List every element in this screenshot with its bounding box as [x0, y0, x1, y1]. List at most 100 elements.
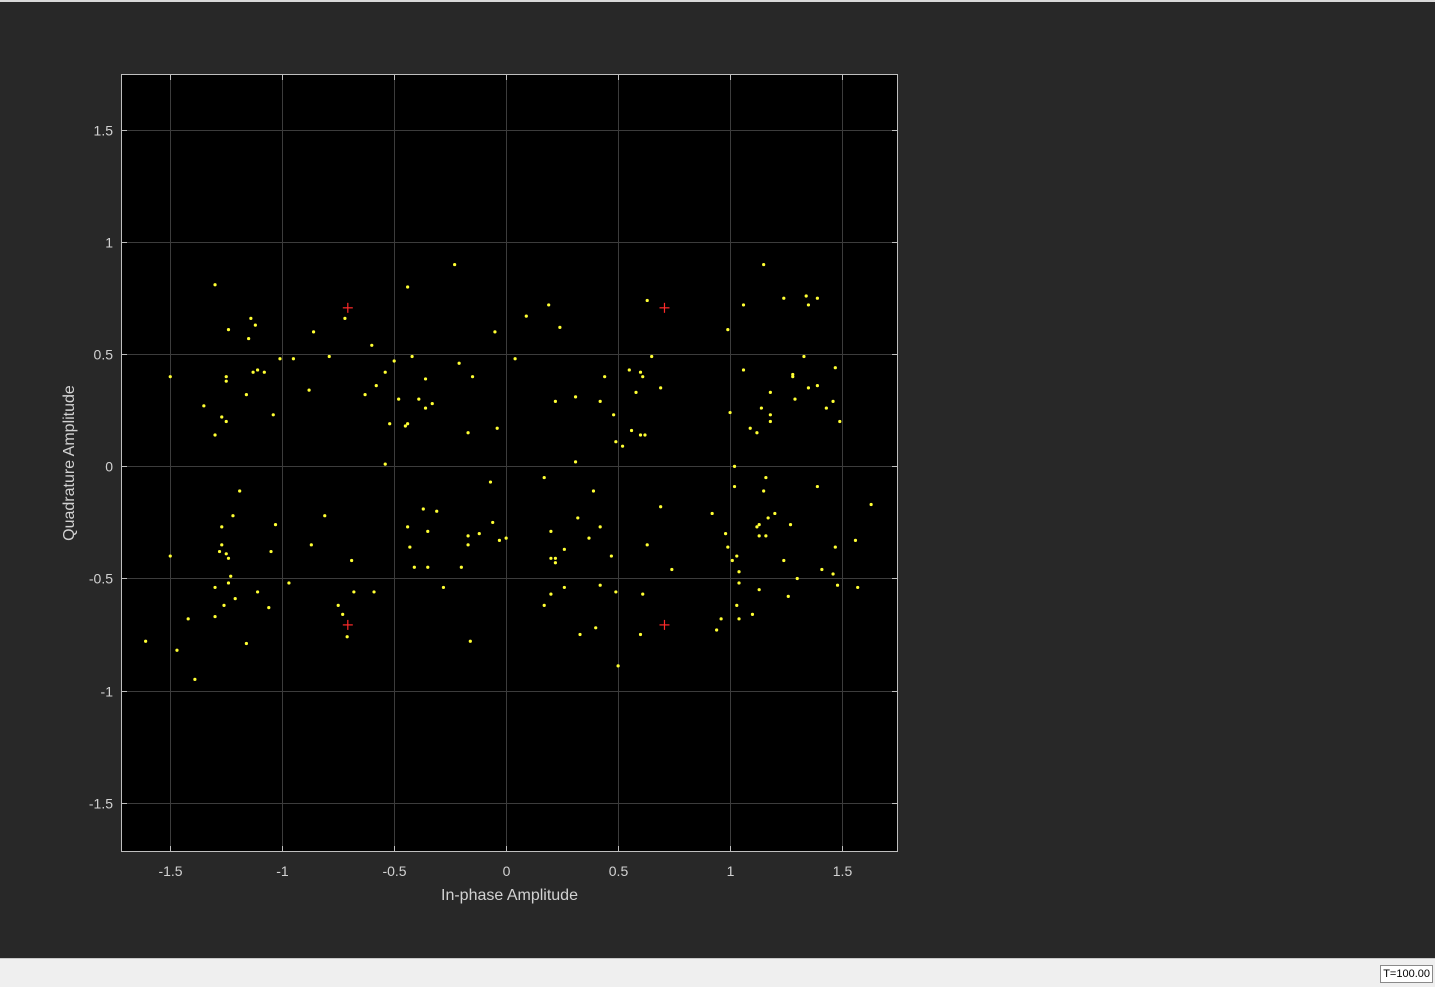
constellation-plot[interactable]: -1.5 -1 -0.5 0 0.5 1 1.5 -1.5 -1 -0.5 0 0.5 1 1.5 In… [0, 0, 1435, 958]
received-symbol-point [616, 664, 620, 668]
received-symbol-point [267, 606, 271, 610]
received-symbol-point [730, 558, 734, 563]
received-symbol-point [609, 554, 613, 558]
reference-constellation-point [342, 302, 353, 313]
received-symbol-point [213, 585, 217, 590]
received-symbol-point [710, 511, 714, 516]
received-symbol-point [576, 516, 580, 520]
received-symbol-point [824, 406, 828, 410]
received-symbol-point [470, 375, 475, 379]
received-symbol-point [249, 316, 253, 320]
received-symbol-point [213, 614, 217, 619]
x-tick-label: -1.5 [158, 863, 182, 879]
received-symbol-point [614, 440, 618, 444]
axes-background[interactable] [121, 74, 898, 852]
received-symbol-point [737, 617, 741, 621]
received-symbol-point [459, 565, 463, 569]
received-symbol-point [497, 538, 502, 542]
received-symbol-point [598, 583, 602, 587]
received-symbol-point [457, 361, 461, 365]
received-symbol-point [423, 406, 428, 410]
received-symbol-point [638, 632, 643, 637]
x-axis-label: In-phase Amplitude [441, 887, 578, 904]
received-symbol-point [370, 343, 374, 347]
received-symbol-point [831, 572, 835, 576]
received-symbol-point [806, 386, 811, 390]
received-symbol-point [573, 460, 578, 464]
received-symbol-point [815, 384, 819, 388]
time-readout: T=100.00 [1380, 965, 1433, 983]
x-tick-label: 1.5 [833, 863, 853, 879]
x-tick-label: -0.5 [382, 863, 406, 879]
received-symbol-point [287, 581, 291, 585]
received-symbol-point [253, 323, 257, 327]
received-symbol-point [735, 554, 739, 558]
received-symbol-point [255, 368, 260, 372]
received-symbol-point [406, 525, 410, 529]
received-symbol-point [477, 532, 481, 536]
received-symbol-point [311, 330, 316, 334]
received-symbol-point [271, 413, 275, 417]
received-symbol-point [226, 327, 231, 332]
received-symbol-point [343, 316, 347, 320]
received-symbol-point [773, 511, 777, 516]
received-symbol-point [741, 303, 746, 307]
received-symbol-point [762, 262, 766, 267]
received-symbol-point [831, 399, 835, 403]
received-symbol-point [493, 330, 497, 334]
received-symbol-point [598, 525, 602, 529]
received-symbol-point [614, 590, 618, 594]
received-symbol-point [735, 603, 739, 607]
received-symbol-point [504, 536, 508, 540]
received-symbol-point [408, 545, 412, 549]
received-symbol-point [406, 422, 410, 426]
received-symbol-point [553, 556, 558, 560]
received-symbol-point [856, 585, 860, 590]
received-symbol-point [750, 612, 755, 616]
y-tick-label: 1.5 [94, 123, 114, 139]
received-symbol-point [562, 547, 566, 551]
received-symbol-point [737, 570, 741, 574]
received-symbol-point [244, 393, 248, 397]
received-symbol-point [719, 617, 723, 621]
received-symbol-point [247, 336, 251, 341]
received-symbol-point [213, 433, 217, 437]
received-symbol-point [417, 397, 421, 401]
x-tick-label: -1 [276, 863, 289, 879]
reference-constellation-point [659, 302, 670, 313]
received-symbol-point [426, 529, 430, 533]
received-symbol-point [645, 543, 649, 547]
received-symbol-point [222, 603, 226, 607]
received-symbol-point [309, 543, 313, 547]
received-symbol-point [629, 428, 634, 433]
y-tick-label: -1.5 [89, 796, 113, 812]
received-symbol-point [388, 422, 392, 426]
received-symbol-point [341, 612, 345, 616]
received-symbol-point [323, 514, 327, 518]
received-symbol-point [350, 558, 354, 563]
received-symbol-point [598, 399, 602, 403]
received-symbol-point [768, 413, 772, 417]
received-symbol-point [426, 565, 430, 569]
grid-lines [121, 74, 898, 852]
received-symbol-point [238, 489, 242, 493]
x-tick-label: 1 [727, 863, 735, 879]
received-symbol-point [558, 325, 562, 329]
received-symbol-point [728, 410, 732, 415]
received-symbol-point [226, 556, 231, 560]
received-symbol-point [363, 393, 367, 397]
axes-box [121, 74, 898, 852]
received-symbol-point [757, 588, 761, 592]
received-symbol-point [291, 357, 296, 361]
y-axis-label: Quadrature Amplitude [61, 385, 78, 541]
received-symbol-point [453, 262, 457, 267]
received-symbol-point [650, 354, 654, 359]
received-symbol-point [251, 370, 255, 374]
received-symbol-point [168, 554, 172, 558]
received-symbol-point [578, 632, 582, 637]
received-symbol-point [782, 296, 786, 300]
received-symbol-point [421, 507, 425, 511]
reference-constellation-point [342, 619, 353, 630]
received-symbol-point [524, 314, 528, 318]
